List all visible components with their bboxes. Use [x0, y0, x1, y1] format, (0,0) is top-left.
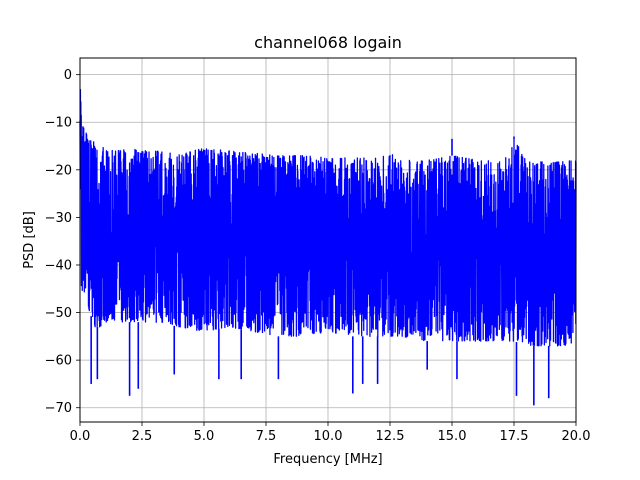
y-tick-label: −50 [45, 306, 72, 321]
y-tick-label: −10 [45, 116, 72, 131]
x-tick-label: 15.0 [438, 429, 467, 444]
x-axis-label: Frequency [MHz] [273, 452, 382, 467]
y-tick-label: −70 [45, 401, 72, 416]
ticks: 0.0 2.5 5.0 7.5 10.0 12.5 15.0 17.5 20.0 0 −10 −20 −… [45, 68, 591, 444]
psd-trace [79, 89, 577, 347]
x-tick-label: 7.5 [256, 429, 277, 444]
y-tick-label: −60 [45, 354, 72, 369]
chart-title: channel068 logain [254, 33, 402, 52]
psd-series [79, 89, 577, 406]
y-tick-label: −40 [45, 258, 72, 273]
x-tick-label: 5.0 [194, 429, 215, 444]
x-tick-label: 17.5 [500, 429, 529, 444]
y-axis-label: PSD [dB] [22, 211, 37, 269]
x-tick-label: 10.0 [314, 429, 343, 444]
y-tick-label: −30 [45, 211, 72, 226]
x-tick-label: 0.0 [70, 429, 91, 444]
y-tick-label: −20 [45, 163, 72, 178]
x-tick-label: 12.5 [376, 429, 405, 444]
y-tick-label: 0 [64, 68, 72, 83]
x-tick-label: 20.0 [562, 429, 591, 444]
x-tick-label: 2.5 [132, 429, 153, 444]
